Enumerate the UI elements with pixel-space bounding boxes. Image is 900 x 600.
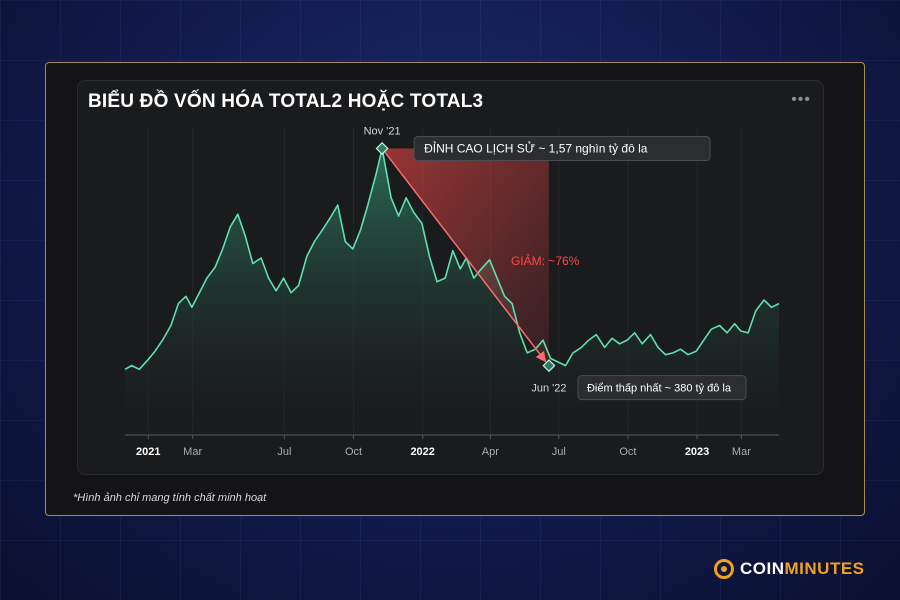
brand-name: COINMINUTES [740,559,865,579]
main-frame: BIỂU ĐỒ VỐN HÓA TOTAL2 HOẶC TOTAL3 ••• [45,62,865,516]
x-tick-label: 2021 [136,446,160,458]
disclaimer-caption: *Hình ảnh chỉ mang tính chất minh hoạt [73,492,267,504]
drop-arrow [384,152,547,363]
x-tick-label: 2022 [410,446,434,458]
peak-callout-text: ĐỈNH CAO LỊCH SỬ ~ 1,57 nghìn tỷ đô la [424,140,648,155]
x-tick-label: Mar [183,446,202,458]
peak-marker[interactable] [375,141,389,155]
x-tick-label: Mar [732,446,751,458]
x-axis-ticks: 2021 Mar Jul Oct 2022 Apr Jul Oct 2023 Mar [136,435,751,458]
trough-marker[interactable] [542,359,556,373]
peak-callout: ĐỈNH CAO LỊCH SỬ ~ 1,57 nghìn tỷ đô la [413,135,711,161]
trough-callout: Điểm thấp nhất ~ 380 tỷ đô la [577,375,747,401]
chart-card: BIỂU ĐỒ VỐN HÓA TOTAL2 HOẶC TOTAL3 ••• [77,80,824,475]
drop-percent-label: GIẢM: ~76% [511,253,580,268]
brand-name-part1: COIN [740,559,785,578]
series-line [124,147,780,371]
trough-callout-text: Điểm thấp nhất ~ 380 tỷ đô la [587,383,732,395]
x-tick-label: Jul [277,446,291,458]
area-fill [125,148,779,435]
brand-logo: COINMINUTES [714,556,865,582]
brand-name-part2: MINUTES [784,559,865,578]
more-horizontal-icon[interactable]: ••• [791,91,811,108]
chart-title: BIỂU ĐỒ VỐN HÓA TOTAL2 HOẶC TOTAL3 [88,91,484,112]
x-tick-label: Oct [619,446,636,458]
coin-logo-icon [714,559,734,579]
x-tick-label: Jul [552,446,566,458]
peak-date-label: Nov '21 [364,125,401,137]
x-tick-label: 2023 [685,446,709,458]
x-tick-label: Apr [482,446,499,458]
x-tick-label: Oct [345,446,362,458]
trough-date-label: Jun '22 [531,383,566,395]
chart-plot: 2021 Mar Jul Oct 2022 Apr Jul Oct 2023 Mar Nov '2… [124,125,780,458]
